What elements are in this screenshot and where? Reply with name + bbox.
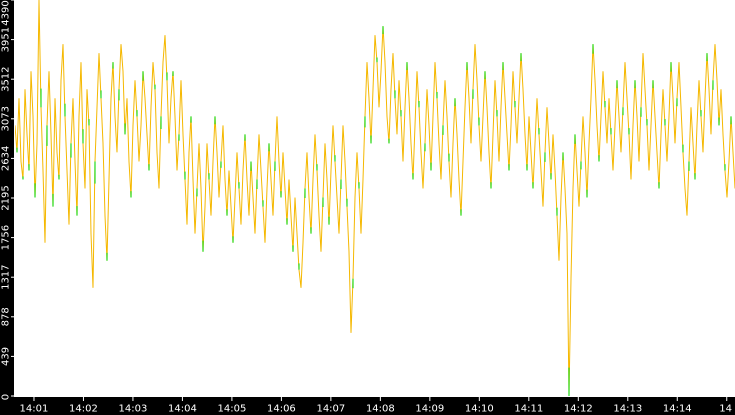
y-tick-label: 1756 xyxy=(1,225,12,250)
x-tick-label: 14:03 xyxy=(119,404,148,415)
y-tick-label: 3073 xyxy=(1,106,12,131)
y-tick-label: 4390 xyxy=(1,0,12,25)
series-line-1 xyxy=(14,0,735,397)
x-tick-label: 14:13 xyxy=(613,404,642,415)
series-highlights-1 xyxy=(16,26,732,396)
y-tick-label: 439 xyxy=(1,347,12,366)
y-tick-label: 2634 xyxy=(1,146,12,171)
x-tick-label: 14:08 xyxy=(366,404,395,415)
x-tick-label: 14:02 xyxy=(69,404,98,415)
x-tick-label: 14:12 xyxy=(564,404,593,415)
x-tick-label: 14:10 xyxy=(465,404,494,415)
y-axis: 0 439 878 1317 1756 2195 2634 3073 3512 3951 4390 xyxy=(1,0,15,400)
x-tick-label: 14 xyxy=(719,404,732,415)
y-tick-label: 1317 xyxy=(1,264,12,289)
x-tick-label: 14:07 xyxy=(316,404,345,415)
y-tick-label: 0 xyxy=(1,394,12,400)
x-tick-label: 14:09 xyxy=(415,404,444,415)
x-tick-label: 14:01 xyxy=(20,404,49,415)
y-tick-label: 878 xyxy=(1,307,12,326)
x-tick-label: 14:14 xyxy=(663,404,692,415)
y-tick-label: 2195 xyxy=(1,185,12,210)
y-tick-label: 3951 xyxy=(1,27,12,52)
series-layer xyxy=(14,0,735,397)
plot-background xyxy=(15,0,735,396)
y-tick-label: 3512 xyxy=(1,66,12,91)
x-tick-label: 14:06 xyxy=(267,404,296,415)
x-tick-label: 14:05 xyxy=(217,404,246,415)
x-tick-label: 14:04 xyxy=(168,404,197,415)
x-tick-label: 14:11 xyxy=(514,404,543,415)
x-axis: 14:01 14:02 14:03 14:04 14:05 14:06 14:07 14:08… xyxy=(20,396,732,415)
